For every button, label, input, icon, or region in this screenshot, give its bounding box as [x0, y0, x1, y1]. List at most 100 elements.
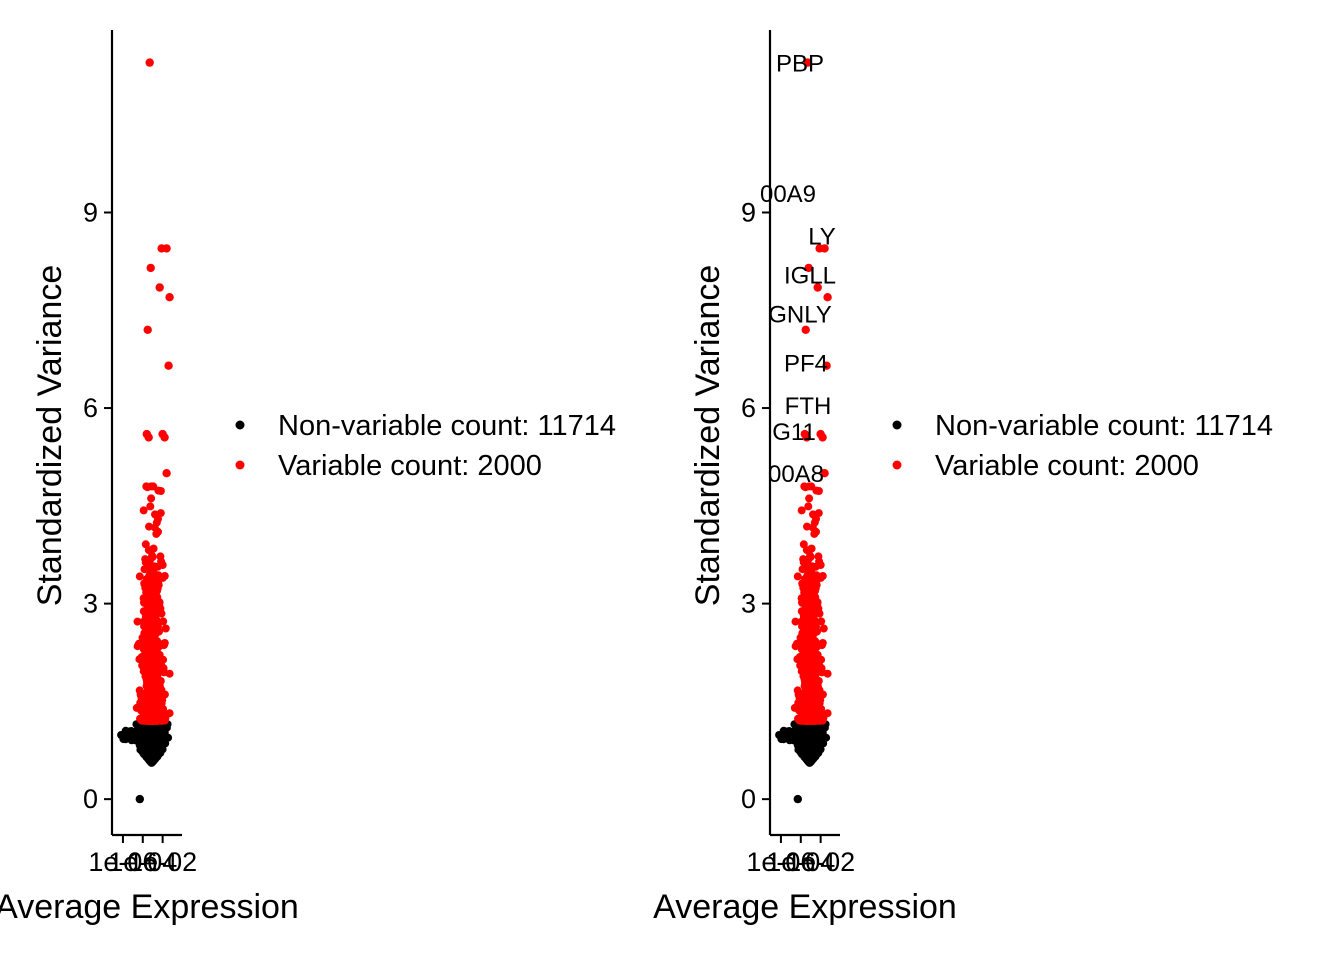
variable-points — [132, 58, 174, 804]
x-tick-label: 1e-04 — [108, 847, 177, 877]
variable-point — [801, 483, 810, 492]
legend-label: Variable count: 2000 — [935, 450, 1199, 482]
variable-point — [801, 661, 810, 670]
gene-label: IGLL — [784, 262, 836, 289]
variable-point — [145, 571, 154, 580]
variable-point — [147, 494, 156, 503]
non-variable-point — [808, 740, 817, 749]
x-axis-title: Average Expression — [0, 888, 299, 926]
y-tick-label: 9 — [741, 198, 756, 228]
variable-point — [803, 595, 812, 604]
gene-label: G11 — [772, 419, 816, 446]
non-variable-point — [814, 724, 823, 732]
non-variable-point — [779, 726, 788, 735]
variable-point — [797, 506, 806, 515]
variable-point — [793, 686, 802, 695]
variable-point — [812, 486, 821, 495]
x-axis-title: Average Expression — [653, 888, 957, 926]
non-variable-points — [775, 720, 831, 767]
variable-point — [811, 584, 820, 593]
highlight-point — [145, 58, 154, 67]
non-variable-point — [790, 735, 798, 744]
variable-point — [811, 670, 820, 678]
highlight-point — [822, 361, 831, 370]
non-variable-point — [804, 749, 813, 758]
variable-point — [141, 558, 150, 567]
variable-point — [152, 529, 161, 538]
variable-point — [159, 617, 168, 626]
gene-label: PBP — [776, 51, 824, 78]
variable-point — [819, 624, 828, 633]
variable-point — [150, 643, 159, 652]
non-variable-point — [121, 734, 130, 743]
non-variable-point — [150, 740, 159, 749]
gene-label: 00A9 — [760, 181, 816, 208]
variable-point — [810, 676, 819, 685]
y-tick-label: 3 — [741, 589, 756, 619]
variable-point — [816, 696, 825, 705]
non-variable-point — [779, 734, 788, 743]
variable-point — [161, 624, 170, 633]
highlight-point — [820, 469, 829, 478]
variable-point — [153, 584, 162, 593]
non-variable-point — [147, 758, 156, 767]
highlight-point — [801, 325, 810, 334]
variable-point — [149, 612, 158, 621]
highlight-point — [135, 794, 144, 804]
variable-point — [153, 670, 162, 678]
non-variable-point — [799, 730, 808, 739]
legend-key — [892, 460, 902, 470]
variable-point — [799, 706, 808, 715]
variable-point — [807, 544, 816, 553]
highlight-point — [164, 361, 173, 370]
non-variable-point — [141, 730, 150, 739]
variable-point — [152, 676, 161, 685]
x-tick-label: 1e-06 — [88, 847, 157, 877]
gene-label: 00A8 — [768, 461, 824, 488]
x-tick-label: 1e-06 — [746, 847, 815, 877]
highlight-point — [802, 433, 811, 442]
variable-point — [146, 502, 155, 511]
variable-point — [158, 696, 167, 705]
highlight-point — [146, 263, 155, 273]
non-variable-points — [117, 720, 173, 767]
variable-point — [802, 588, 811, 597]
variable-point — [817, 617, 826, 626]
variable-point — [818, 572, 827, 580]
legend-key — [235, 420, 245, 430]
variable-point — [809, 684, 818, 692]
variable-point — [815, 557, 824, 566]
variable-point — [793, 655, 802, 664]
variable-point — [813, 713, 822, 722]
variable-point — [803, 571, 812, 580]
variable-point — [135, 572, 144, 581]
variable-point — [791, 617, 800, 626]
variable-point — [144, 588, 153, 597]
highlight-point — [165, 293, 174, 302]
variable-point — [143, 483, 152, 492]
variable-point — [805, 494, 814, 503]
variable-point — [803, 632, 812, 641]
y-axis-title: Standardized Variance — [689, 265, 727, 606]
gene-label: PF4 — [784, 350, 828, 377]
highlight-point — [823, 293, 832, 302]
highlight-point — [818, 433, 827, 442]
variable-point — [804, 502, 813, 511]
variable-point — [140, 650, 149, 659]
gene-label: FTH — [785, 393, 832, 420]
non-variable-point — [796, 736, 805, 745]
variable-point — [800, 620, 809, 629]
variable-point — [157, 557, 166, 566]
y-tick-label: 9 — [83, 198, 98, 228]
non-variable-point — [121, 726, 130, 735]
variable-point — [135, 655, 144, 664]
non-variable-point — [132, 735, 140, 744]
y-tick-label: 0 — [741, 784, 756, 814]
y-tick-label: 6 — [83, 393, 98, 423]
variable-point — [154, 486, 163, 495]
highlight-point — [804, 263, 813, 273]
highlight-point — [143, 325, 152, 334]
highlight-point — [160, 433, 169, 442]
